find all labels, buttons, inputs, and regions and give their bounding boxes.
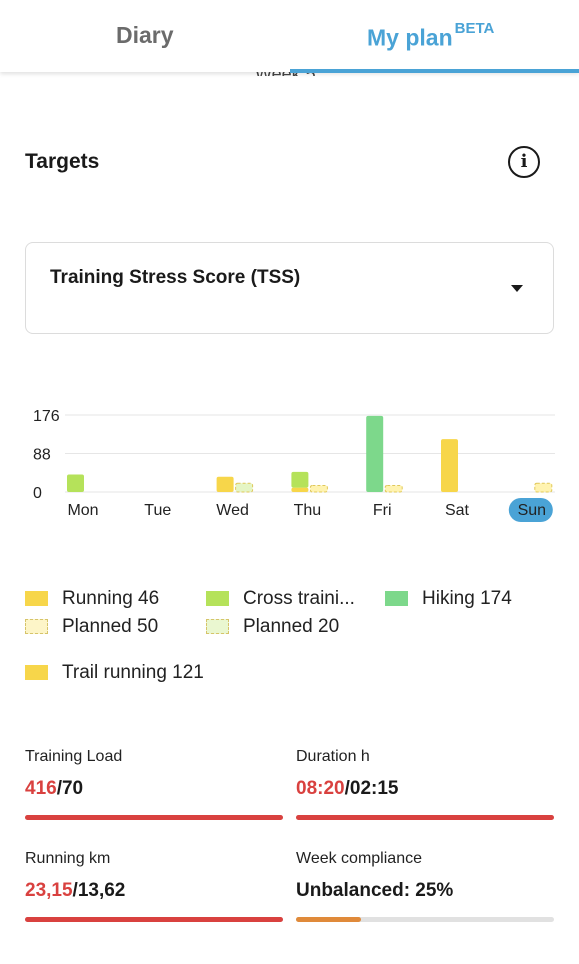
legend-label: Trail running 121 xyxy=(62,662,204,683)
running-km-progress-fill xyxy=(25,917,283,922)
legend-swatch xyxy=(25,665,48,680)
running-km-value: 23,15/13,62 xyxy=(25,880,283,902)
legend-swatch xyxy=(206,619,229,634)
legend-label: Hiking 174 xyxy=(422,588,512,609)
tab-my-plan-label: My plan xyxy=(367,24,453,51)
bar-running xyxy=(291,487,309,492)
training-load-current: 416 xyxy=(25,778,57,799)
legend-swatch xyxy=(206,591,229,606)
training-load-progress xyxy=(25,815,283,820)
duration-target: /02:15 xyxy=(344,778,399,799)
legend-swatch xyxy=(385,591,408,606)
tab-diary-label: Diary xyxy=(116,22,174,48)
running-km-target: /13,62 xyxy=(72,880,126,901)
bar-running xyxy=(216,476,234,492)
x-tick-label[interactable]: Sat xyxy=(445,502,470,519)
duration-title: Duration h xyxy=(296,748,370,765)
duration-progress-fill xyxy=(296,815,554,820)
legend-label: Cross traini... xyxy=(243,588,355,609)
metric-selector[interactable]: Training Stress Score (TSS) xyxy=(25,242,554,334)
chevron-down-icon xyxy=(511,285,523,292)
legend-swatch xyxy=(25,591,48,606)
bar-cross-training xyxy=(291,471,309,488)
bar-planned-cross-training xyxy=(235,482,254,493)
running-km-metric: Running km 23,15/13,62 xyxy=(25,850,283,902)
y-tick-label: 0 xyxy=(33,485,42,502)
tab-my-plan[interactable]: My plan BETA xyxy=(367,20,494,52)
x-tick-label[interactable]: Wed xyxy=(216,502,249,519)
x-tick-label[interactable]: Mon xyxy=(67,502,98,519)
x-tick-label[interactable]: Fri xyxy=(373,502,392,519)
bar-trail-running xyxy=(441,439,458,492)
x-tick-label[interactable]: Thu xyxy=(294,502,322,519)
training-load-metric: Training Load 416/70 xyxy=(25,748,283,800)
duration-value: 08:20/02:15 xyxy=(296,778,554,800)
y-tick-label: 176 xyxy=(33,408,60,425)
y-tick-label: 88 xyxy=(33,447,51,464)
info-icon[interactable]: i xyxy=(508,146,540,178)
x-tick-label[interactable]: Sun xyxy=(518,502,546,519)
week-compliance-title: Week compliance xyxy=(296,850,422,867)
tss-chart: 0 88 176 Mon Tue Wed Thu Fri Sat Sun xyxy=(33,408,555,522)
week-compliance-progress xyxy=(296,917,554,922)
legend-label: Running 46 xyxy=(62,588,160,609)
week-compliance-metric: Week compliance Unbalanced: 25% xyxy=(296,850,554,902)
week-compliance-progress-fill xyxy=(296,917,361,922)
bar-cross-training xyxy=(67,474,84,492)
bar-planned-running xyxy=(309,484,328,493)
bar-planned-running xyxy=(534,482,553,493)
metric-selector-value: Training Stress Score (TSS) xyxy=(50,267,301,288)
week-compliance-value: Unbalanced: 25% xyxy=(296,880,454,901)
x-tick-label[interactable]: Tue xyxy=(144,502,171,519)
active-tab-indicator xyxy=(290,69,579,73)
legend-label: Planned 20 xyxy=(243,616,340,637)
running-km-title: Running km xyxy=(25,850,111,867)
running-km-progress xyxy=(25,917,283,922)
training-load-target: /70 xyxy=(56,778,84,799)
targets-title: Targets xyxy=(25,150,100,173)
duration-current: 08:20 xyxy=(296,778,345,799)
training-load-progress-fill xyxy=(25,815,283,820)
tab-diary[interactable]: Diary xyxy=(116,22,174,49)
duration-progress xyxy=(296,815,554,820)
selected-day-pill[interactable] xyxy=(508,498,553,522)
running-km-current: 23,15 xyxy=(25,880,73,901)
tab-bar: Diary My plan BETA xyxy=(0,0,579,73)
bar-hiking xyxy=(366,415,384,492)
beta-badge: BETA xyxy=(454,20,495,37)
training-load-title: Training Load xyxy=(25,748,123,765)
bar-planned-running xyxy=(384,484,403,493)
duration-metric: Duration h 08:20/02:15 xyxy=(296,748,554,800)
legend-swatch xyxy=(25,619,48,634)
training-load-value: 416/70 xyxy=(25,778,283,800)
legend-label: Planned 50 xyxy=(62,616,159,637)
